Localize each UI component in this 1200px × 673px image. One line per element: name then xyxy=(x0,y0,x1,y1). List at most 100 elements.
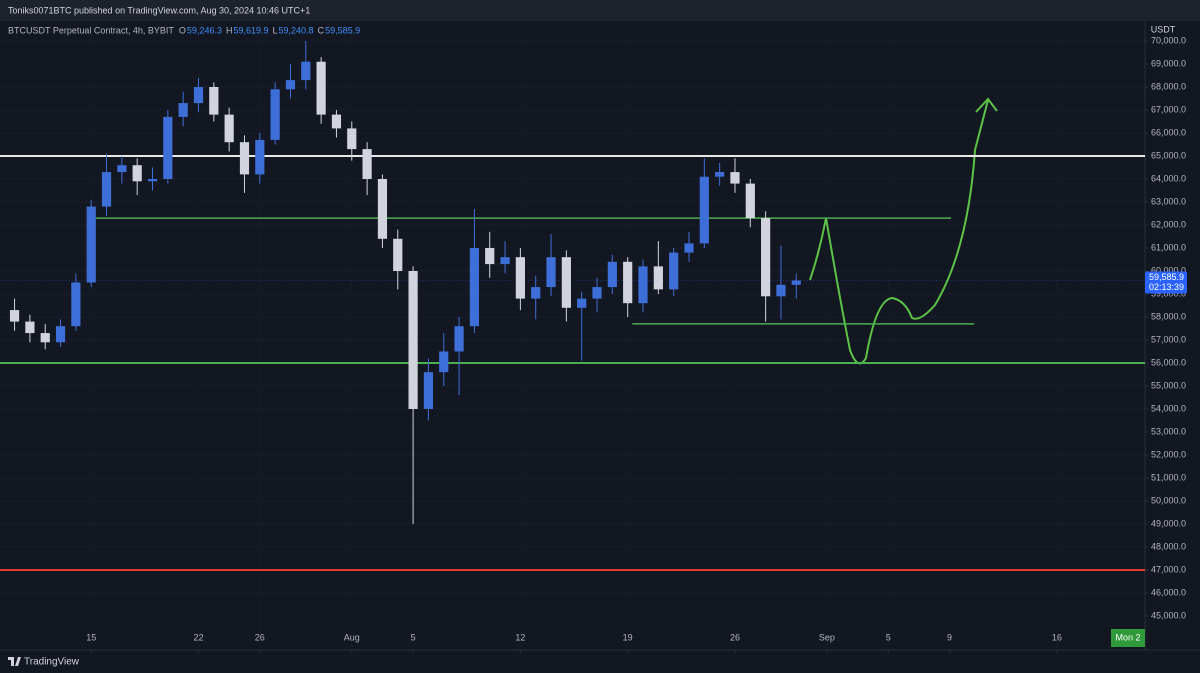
candle-body xyxy=(270,89,280,140)
candle-body xyxy=(178,103,188,117)
candle-body xyxy=(745,183,755,219)
candle-body xyxy=(592,287,602,299)
candle-body xyxy=(393,238,403,271)
ohlc-value: 59,619.9 xyxy=(233,25,268,35)
y-tick-label: 63,000.0 xyxy=(1151,196,1186,206)
y-tick-label: 52,000.0 xyxy=(1151,449,1186,459)
candle-body xyxy=(147,178,158,182)
candle-body xyxy=(117,165,127,173)
candle-body xyxy=(607,261,617,288)
x-tick-label: 22 xyxy=(193,632,203,642)
candle-body xyxy=(546,257,556,288)
y-tick-label: 56,000.0 xyxy=(1151,357,1186,367)
candle-body xyxy=(469,247,479,327)
candle-body xyxy=(699,176,709,244)
candle-body xyxy=(439,351,449,373)
y-tick-label: 66,000.0 xyxy=(1151,127,1186,137)
projection-arrowhead xyxy=(975,97,998,113)
candle-body xyxy=(776,284,786,297)
brand: TradingView xyxy=(8,657,80,668)
candle-body xyxy=(669,252,679,290)
y-tick-label: 48,000.0 xyxy=(1151,541,1186,551)
publisher: Toniks0071BTC published on TradingView.c… xyxy=(8,5,310,15)
candle-body xyxy=(791,280,801,285)
x-tick-label: 19 xyxy=(623,632,633,642)
candle-body xyxy=(239,142,250,175)
crosshair-label: Mon 2 xyxy=(1115,632,1140,642)
last-price-box xyxy=(1145,271,1187,294)
candle-body xyxy=(500,257,510,265)
y-tick-label: 46,000.0 xyxy=(1151,587,1186,597)
candle-body xyxy=(209,87,219,115)
candle-body xyxy=(331,114,342,129)
y-tick-label: 49,000.0 xyxy=(1151,518,1186,528)
y-tick-label: 50,000.0 xyxy=(1151,495,1186,505)
currency: USDT xyxy=(1151,24,1176,34)
y-tick-label: 64,000.0 xyxy=(1151,173,1186,183)
candle-body xyxy=(86,206,96,283)
candle-body xyxy=(316,61,326,115)
projection-path xyxy=(809,99,989,365)
brand-logo xyxy=(8,657,21,666)
publisher-bar xyxy=(0,0,1200,21)
y-tick-label: 62,000.0 xyxy=(1151,219,1186,229)
candle-body xyxy=(623,261,633,304)
candle-body xyxy=(408,270,418,409)
symbol: BTCUSDT Perpetual Contract, 4h, BYBIT xyxy=(8,25,174,35)
candle-body xyxy=(761,218,771,297)
y-tick-label: 54,000.0 xyxy=(1151,403,1186,413)
ohlc-key: L xyxy=(273,25,278,35)
candle-body xyxy=(40,333,50,343)
crosshair-box xyxy=(1111,629,1145,647)
candle-body xyxy=(193,87,204,104)
x-tick-label: Aug xyxy=(344,632,360,642)
x-tick-label: 26 xyxy=(730,632,740,642)
ohlc-value: 59,246.3 xyxy=(187,25,222,35)
candle-body xyxy=(101,172,112,207)
last-price-label: 59,585.9 xyxy=(1149,272,1184,282)
candle-body xyxy=(638,266,648,304)
candle-body xyxy=(301,61,311,81)
y-tick-label: 65,000.0 xyxy=(1151,150,1186,160)
candle-body xyxy=(9,310,20,322)
candle-body xyxy=(255,139,265,175)
y-tick-label: 58,000.0 xyxy=(1151,311,1186,321)
candle-body xyxy=(285,80,296,90)
brand-name: TradingView xyxy=(24,657,80,668)
ohlc-value: 59,585.9 xyxy=(325,25,360,35)
candle-body xyxy=(485,247,495,265)
x-tick-label: 16 xyxy=(1052,632,1062,642)
ohlc-key: C xyxy=(318,25,325,35)
y-tick-label: 53,000.0 xyxy=(1151,426,1186,436)
candle-body xyxy=(423,372,434,409)
candle-body xyxy=(362,149,372,179)
candle-body xyxy=(454,326,464,352)
y-tick-label: 47,000.0 xyxy=(1151,564,1186,574)
x-tick-label: Sep xyxy=(819,632,835,642)
y-tick-label: 68,000.0 xyxy=(1151,81,1186,91)
candle-body xyxy=(531,287,541,299)
y-tick-label: 67,000.0 xyxy=(1151,104,1186,114)
x-tick-label: 5 xyxy=(886,632,891,642)
x-tick-label: 9 xyxy=(947,632,952,642)
countdown: 02:13:39 xyxy=(1149,282,1184,292)
candle-body xyxy=(515,257,525,299)
candle-body xyxy=(25,321,35,334)
candle-body xyxy=(561,257,571,308)
candle-body xyxy=(132,165,142,182)
candle-body xyxy=(577,298,587,308)
x-tick-label: 15 xyxy=(86,632,96,642)
y-tick-label: 61,000.0 xyxy=(1151,242,1186,252)
y-tick-label: 51,000.0 xyxy=(1151,472,1186,482)
y-tick-label: 55,000.0 xyxy=(1151,380,1186,390)
y-tick-label: 70,000.0 xyxy=(1151,35,1186,45)
y-tick-label: 57,000.0 xyxy=(1151,334,1186,344)
x-tick-label: 12 xyxy=(515,632,525,642)
candle-body xyxy=(55,326,66,343)
ohlc-key: H xyxy=(226,25,233,35)
ohlc-value: 59,240.8 xyxy=(279,25,314,35)
candle-body xyxy=(71,282,81,327)
y-tick-label: 45,000.0 xyxy=(1151,610,1186,620)
